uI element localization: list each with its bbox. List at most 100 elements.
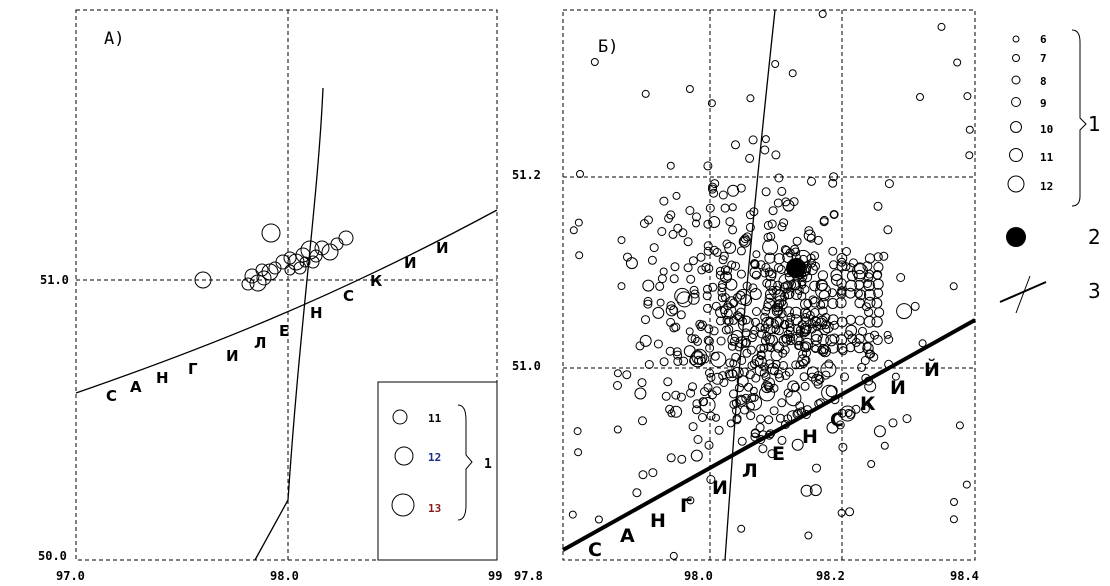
epicenter-circle	[838, 442, 848, 452]
epicenter-circle	[697, 265, 707, 275]
epicenter-circle	[829, 260, 839, 270]
epicenter-circle	[864, 269, 874, 279]
epicenter-circle	[709, 326, 719, 336]
epicenter-circle	[746, 94, 755, 103]
epicenter-circle	[725, 278, 738, 291]
epicenter-circle	[576, 170, 584, 178]
fault-letter: И	[712, 477, 728, 499]
epicenter-circle	[845, 507, 855, 517]
panel-a: А) С А Н Г И Л Е Н С К И И 11	[38, 9, 502, 583]
epicenter-circle	[767, 362, 780, 375]
epicenter-circle	[770, 316, 783, 329]
epicenter-circle	[756, 344, 766, 354]
epicenter-circle	[720, 265, 730, 275]
epicenter-circle	[194, 271, 212, 289]
epicenter-circle	[812, 316, 821, 326]
epicenter-circle	[314, 240, 330, 256]
epicenter-circle	[769, 383, 779, 393]
epicenter-circle	[720, 303, 737, 320]
epicenter-circle	[632, 488, 642, 498]
epicenter-circle	[617, 282, 626, 291]
epicenter-circle	[702, 291, 712, 301]
epicenter-circle	[784, 367, 794, 377]
epicenter-circle	[762, 302, 772, 312]
epicenter-circle	[825, 385, 838, 398]
epicenter-circle	[672, 191, 681, 200]
magnitude-circle	[1009, 148, 1023, 162]
epicenter-circle	[781, 245, 791, 255]
epicenter-circle	[755, 423, 765, 432]
epicenter-circle	[653, 339, 663, 349]
epicenter-circle	[671, 390, 681, 400]
epicenter-circle	[748, 283, 758, 293]
epicenter-circle	[778, 273, 795, 290]
epicenter-circle	[666, 161, 675, 170]
epicenter-circle	[853, 341, 866, 354]
epicenter-circle	[844, 330, 853, 340]
epicenter-circle	[617, 236, 626, 245]
epicenter-circle	[721, 325, 731, 335]
epicenter-circle	[751, 270, 761, 280]
epicenter-circle	[706, 372, 716, 382]
epicenter-circle	[648, 468, 658, 478]
epicenter-circle	[652, 306, 665, 319]
epicenter-circle	[965, 125, 974, 134]
epicenter-circle	[862, 342, 874, 354]
epicenter-circle	[659, 357, 669, 367]
epicenter-circle	[965, 151, 974, 160]
epicenter-circle	[776, 265, 786, 274]
epicenter-circle	[655, 281, 665, 291]
epicenter-circle	[788, 69, 797, 78]
epicenter-circle	[765, 359, 775, 369]
epicenter-circle	[728, 225, 738, 235]
tick-backdrop	[510, 357, 560, 375]
epicenter-circle	[666, 317, 676, 327]
epicenter-circle	[568, 510, 577, 519]
panel-b-frame	[562, 9, 976, 561]
panel-a-epicenters	[194, 223, 354, 292]
epicenter-circle	[811, 373, 824, 386]
epicenter-circle	[867, 460, 876, 468]
epicenter-circle	[773, 306, 783, 316]
epicenter-circle	[955, 421, 964, 430]
panel-a-fault-letters: С А Н Г И Л Е Н С К И И	[106, 239, 449, 405]
epicenter-circle	[830, 320, 839, 330]
epicenter-circle	[781, 371, 791, 380]
epicenter-circle	[688, 382, 697, 392]
meridional-fault-line	[254, 87, 324, 561]
epicenter-circle	[739, 236, 749, 246]
epicenter-circle	[845, 409, 855, 419]
epicenter-circle	[874, 307, 885, 318]
fault-letter: К	[860, 393, 876, 415]
epicenter-circle	[693, 336, 702, 346]
magnitude-circle	[1012, 35, 1020, 43]
epicenter-circle	[827, 298, 839, 309]
fault-letter: Е	[772, 443, 785, 465]
epicenter-circle	[845, 279, 857, 292]
epicenter-circle	[864, 296, 876, 309]
epicenter-circle	[665, 404, 675, 414]
epicenter-circle	[771, 325, 781, 335]
epicenter-circle	[812, 321, 822, 331]
epicenter-circle	[708, 216, 721, 228]
epicenter-circle	[805, 263, 818, 276]
epicenter-circle	[791, 438, 804, 451]
epicenter-circle	[830, 269, 843, 282]
y-tick: 50.0	[38, 549, 67, 563]
epicenter-circle	[720, 203, 730, 213]
epicenter-circle	[763, 377, 776, 390]
epicenter-circle	[692, 219, 700, 228]
epicenter-circle	[725, 358, 735, 368]
epicenter-circle	[704, 440, 714, 450]
epicenter-circle	[767, 269, 777, 279]
epicenter-circle	[762, 278, 772, 288]
epicenter-circle	[706, 411, 716, 421]
epicenter-circle	[839, 405, 856, 422]
epicenter-circle	[873, 201, 883, 211]
epicenter-circle	[813, 235, 823, 245]
epicenter-circle	[916, 93, 924, 101]
epicenter-circle	[761, 372, 771, 382]
epicenter-circle	[666, 210, 676, 220]
panel-a-legend: 11 12 13 1	[377, 381, 498, 561]
